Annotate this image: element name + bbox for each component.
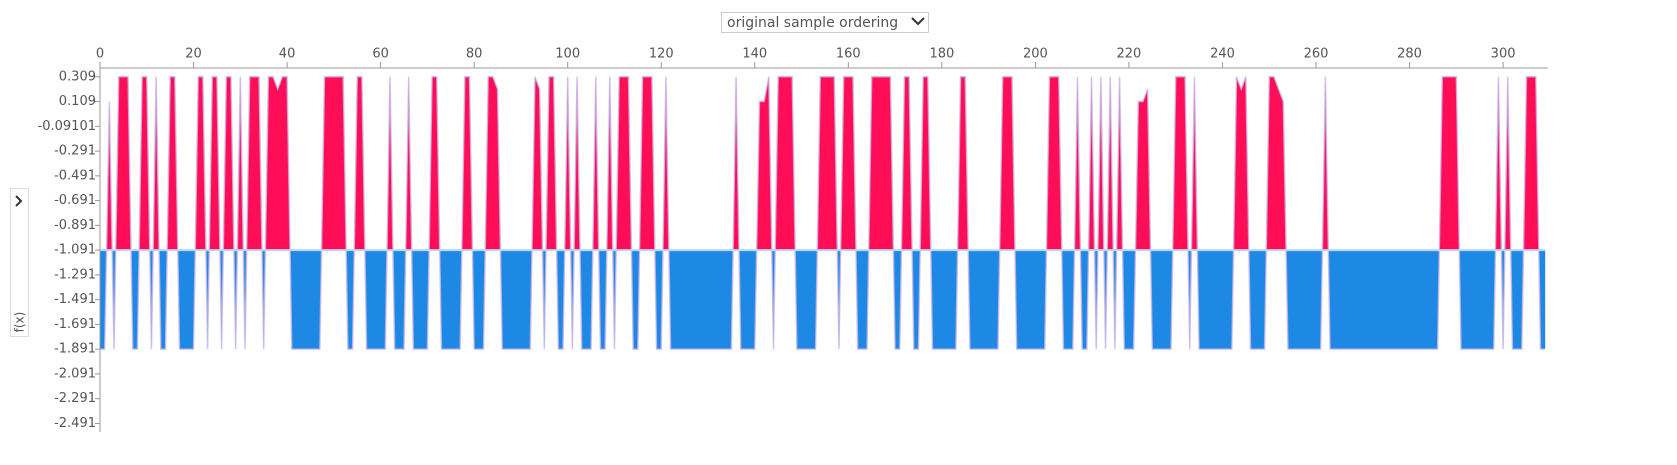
x-tick-label: 40: [279, 47, 296, 62]
select-chevron[interactable]: [911, 17, 925, 26]
y-tick-label: -0.09101: [38, 119, 96, 134]
x-tick-label: 0: [96, 47, 104, 62]
x-tick-label: 220: [1117, 47, 1142, 62]
x-tick-label: 100: [555, 47, 580, 62]
side-panel: [10, 188, 29, 337]
y-tick-label: -1.891: [54, 342, 96, 357]
x-tick-label: 20: [185, 47, 202, 62]
y-tick-label: -0.691: [54, 193, 96, 208]
ordering-select[interactable]: [721, 12, 929, 33]
y-tick-label: -1.291: [54, 267, 96, 282]
y-tick-label: -1.491: [54, 292, 96, 307]
y-tick-label: 0.109: [59, 94, 96, 109]
x-tick-label: 180: [929, 47, 954, 62]
ordering-label[interactable]: original sample ordering: [727, 15, 898, 31]
x-tick-label: 260: [1304, 47, 1329, 62]
x-tick-label: 240: [1210, 47, 1235, 62]
y-tick-label: -2.291: [54, 391, 96, 406]
y-tick-label: -0.891: [54, 218, 96, 233]
x-tick-label: 60: [372, 47, 389, 62]
y-tick-label: 0.309: [59, 69, 96, 84]
x-tick-label: 140: [742, 47, 767, 62]
y-tick-label: -2.491: [54, 416, 96, 431]
x-tick-label: 160: [836, 47, 861, 62]
y-axis-label: f(x): [13, 312, 27, 333]
expand-toggle[interactable]: [15, 195, 23, 207]
x-tick-label: 280: [1397, 47, 1422, 62]
y-tick-label: -1.691: [54, 317, 96, 332]
y-tick-label: -0.491: [54, 168, 96, 183]
y-tick-label: -1.091: [54, 243, 96, 258]
x-tick-label: 200: [1023, 47, 1048, 62]
y-tick-label: -2.091: [54, 366, 96, 381]
x-tick-label: 120: [649, 47, 674, 62]
x-tick-label: 80: [466, 47, 483, 62]
y-tick-label: -0.291: [54, 144, 96, 159]
outline: [100, 76, 1546, 350]
x-tick-label: 300: [1491, 47, 1516, 62]
